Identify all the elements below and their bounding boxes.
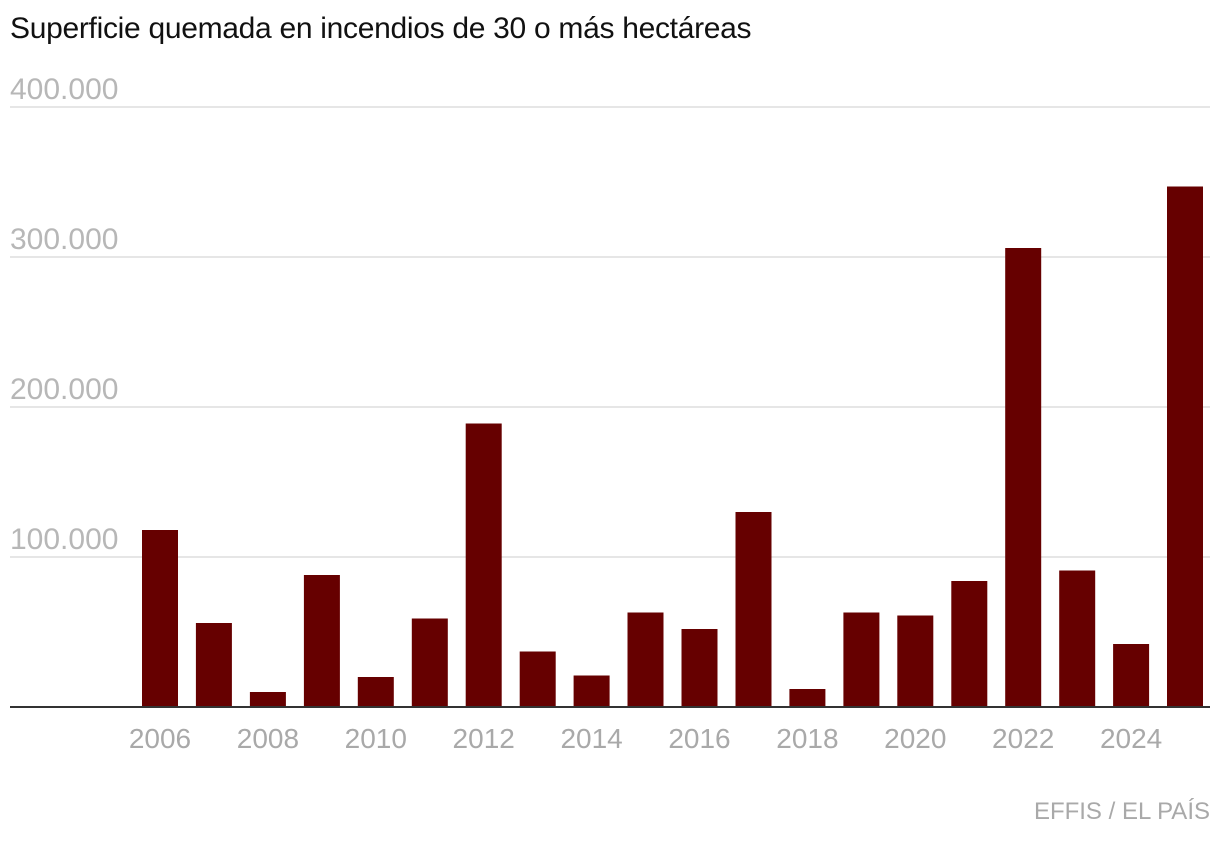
bar-2007 xyxy=(195,623,232,707)
bar-chart: 100.000 200.000 300.000 400.000 2006 2008 201… xyxy=(10,73,1210,754)
x-tick-label: 2016 xyxy=(668,723,730,754)
bar-2017 xyxy=(735,512,772,707)
bar-2015 xyxy=(627,612,664,707)
bar-2020 xyxy=(897,615,934,707)
bar-2019 xyxy=(843,612,880,707)
bars xyxy=(142,186,1203,707)
bar-2010 xyxy=(357,677,394,707)
bar-2014 xyxy=(573,675,610,707)
bar-2018 xyxy=(789,689,826,707)
x-tick-label: 2008 xyxy=(237,723,299,754)
bar-2013 xyxy=(519,651,556,707)
y-tick-label: 400.000 xyxy=(10,73,118,106)
bar-2008 xyxy=(249,692,286,707)
x-axis-tick-labels: 2006 2008 2010 2012 2014 2016 2018 2020 2022 2024 xyxy=(129,723,1162,754)
y-axis-tick-labels: 100.000 200.000 300.000 400.000 xyxy=(10,73,118,556)
bar-2011 xyxy=(411,618,448,707)
bar-2021 xyxy=(951,581,988,707)
y-tick-label: 300.000 xyxy=(10,223,118,256)
bar-2022 xyxy=(1005,248,1042,707)
bar-2024 xyxy=(1113,644,1150,707)
chart-title: Superficie quemada en incendios de 30 o … xyxy=(10,12,752,45)
bar-2012 xyxy=(465,423,502,707)
source-credit: EFFIS / EL PAÍS xyxy=(1033,798,1210,825)
x-tick-label: 2024 xyxy=(1100,723,1162,754)
x-tick-label: 2012 xyxy=(453,723,515,754)
bar-2016 xyxy=(681,629,718,707)
x-tick-label: 2020 xyxy=(884,723,946,754)
y-tick-label: 200.000 xyxy=(10,373,118,406)
x-tick-label: 2014 xyxy=(560,723,622,754)
bar-2025 xyxy=(1167,186,1203,707)
bar-2009 xyxy=(303,575,340,707)
x-tick-label: 2010 xyxy=(345,723,407,754)
x-tick-label: 2022 xyxy=(992,723,1054,754)
x-tick-label: 2006 xyxy=(129,723,191,754)
y-tick-label: 100.000 xyxy=(10,523,118,556)
bar-2006 xyxy=(142,530,178,707)
x-tick-label: 2018 xyxy=(776,723,838,754)
bar-2023 xyxy=(1059,570,1096,707)
